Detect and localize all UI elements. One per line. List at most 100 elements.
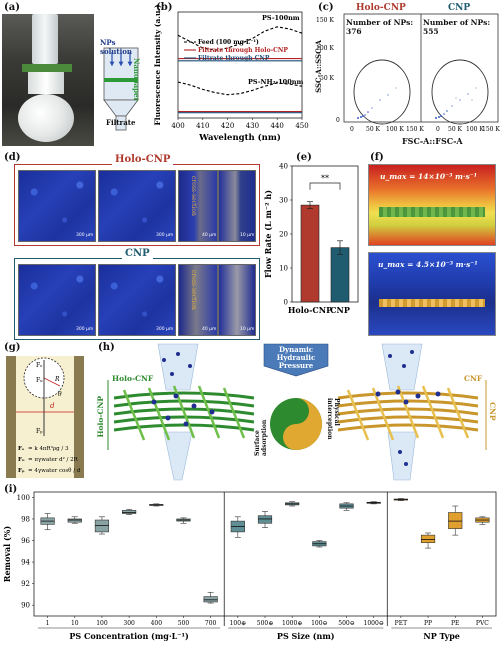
- panel-a: (a) NPs solution Nanopaper Filtrate: [0, 0, 150, 150]
- series-line-0: [177, 26, 303, 51]
- flow-sim-top-text: u_max = 14×10⁻³ m·s⁻¹: [380, 172, 478, 181]
- panel-label-e: (e): [296, 152, 312, 163]
- svg-text:100 K: 100 K: [466, 126, 484, 133]
- cnp-cross-section-2: [218, 264, 256, 336]
- holo-scale-40: 40 μm: [202, 233, 217, 238]
- box-PP: [420, 534, 436, 543]
- nanopaper-label: Nanopaper: [132, 58, 141, 102]
- svg-text:100 K: 100 K: [316, 45, 334, 52]
- group-label-1: PS Size (nm): [277, 631, 335, 641]
- holo-cross-section-label: cross-section: [190, 176, 197, 216]
- svg-text:150 K: 150 K: [406, 126, 424, 133]
- box-300: [122, 510, 137, 514]
- holo-cross-section-2: [218, 170, 256, 242]
- x-tick-label: 100⊕: [230, 620, 246, 627]
- y-tick-label: 20: [279, 231, 288, 239]
- panel-e: (e) 0 10 20 30 40 Flow Rate (L m⁻² h) Holo-CNP…: [262, 152, 362, 340]
- y-tick-label: 90: [21, 602, 30, 610]
- panel-g: (g) d R θ Fₑ Fᵤ Fₚ Fₑ = k 4πR³ρg / 3 Fᵤ …: [0, 340, 92, 482]
- holo-scale-10: 10 μm: [240, 233, 255, 238]
- panel-label-g: (g): [4, 342, 21, 353]
- filtration-schematic: [103, 47, 139, 131]
- holo-cnp-title: Holo-CNP: [112, 154, 174, 165]
- x-tick-label: 500⊖: [338, 620, 354, 627]
- x-tick-label: 1000⊖: [364, 620, 384, 627]
- x-tick-label: 500⊕: [257, 620, 273, 627]
- cnp-cross-section-label: cross-section: [190, 270, 197, 310]
- y-tick-label: 96: [21, 537, 30, 545]
- group-label-bottom: PS-NH₂-100nm: [248, 78, 303, 86]
- x-tick-label: 1000⊕: [282, 620, 302, 627]
- g-eq2-rhs: = πγwater d² / 2R: [28, 456, 79, 463]
- cnp-scale-10: 10 μm: [240, 327, 255, 332]
- g-R-label: R: [54, 376, 60, 383]
- mechanism-schematic: [107, 343, 487, 481]
- svg-text:0: 0: [350, 126, 354, 133]
- box-PE: [448, 512, 463, 529]
- panel-h: (h): [94, 340, 500, 482]
- pressure-label: Pressure: [278, 361, 314, 370]
- x-tick-label: 700: [205, 620, 217, 627]
- x-tick-label: 500: [178, 620, 190, 627]
- svg-text:50 K: 50 K: [320, 75, 335, 82]
- y-axis-label: Flow Rate (L m⁻² h): [263, 190, 273, 278]
- left-count-label: Number of NPs:: [346, 18, 414, 27]
- panel-d: (d) Holo-CNP cross-section 300 μm 300 μm…: [0, 152, 262, 340]
- box-500⊕: [257, 515, 273, 524]
- box-100: [94, 519, 110, 533]
- x-tick-label: PET: [395, 620, 407, 627]
- legend-entry-2: Filtrate through CNP: [198, 55, 270, 62]
- panel-label-b: (b): [156, 2, 173, 13]
- cytometry-xlabel: FSC-A::FSC-A: [402, 136, 463, 146]
- x-tick-label: 420: [221, 122, 234, 130]
- g-force-2: Fᵤ: [36, 377, 43, 384]
- significance-mark: **: [321, 174, 329, 183]
- cnp-micrograph-2: [98, 264, 176, 336]
- y-tick-label: 98: [21, 515, 30, 523]
- panel-c: (c) 150 K 100 K 50 K 0 0 50 K 100 K 150 …: [310, 0, 500, 150]
- y-axis-label: Fluorescence Intensity (a.u.): [153, 4, 162, 125]
- y-tick-label: 100: [17, 494, 30, 502]
- g-eq3-lhs: Fₚ: [18, 468, 25, 474]
- g-eq1-rhs: = k 4πR³ρg / 3: [28, 445, 69, 452]
- g-force-3: Fₚ: [36, 428, 43, 435]
- holo-cnf-label: Holo-CNF: [112, 374, 154, 383]
- cnp-scale-300-2: 300 μm: [156, 327, 174, 332]
- y-tick-label: 40: [279, 163, 288, 171]
- panel-label-f: (f): [370, 152, 384, 163]
- x-tick-label: 400: [171, 122, 184, 130]
- cnp-side-label: CNP: [488, 402, 497, 421]
- y-tick-label: 92: [21, 580, 30, 588]
- x-tick-label: 450: [295, 122, 308, 130]
- flow-sim-bottom: [368, 252, 496, 336]
- panel-label-h: (h): [98, 342, 115, 353]
- right-count-label: Number of NPs:: [423, 18, 491, 27]
- x-tick-label: PE: [451, 620, 459, 627]
- g-force-1: Fₑ: [36, 362, 43, 369]
- series-line-3: [177, 81, 303, 96]
- y-axis-label: Removal (%): [2, 526, 12, 583]
- holo-cross-section-1: [178, 170, 218, 242]
- removal-boxplot: 90 92 94 96 98 100 Removal (%) 1 10 100 300 400 500 7…: [2, 491, 497, 641]
- x-tick-label: 1: [46, 620, 50, 627]
- x-tick-label: PVC: [476, 620, 489, 627]
- panel-label-c: (c): [318, 2, 334, 13]
- x-axis-label: Wavelength (nm): [198, 132, 281, 143]
- flow-cytometry-chart: 150 K 100 K 50 K 0 0 50 K 100 K 150 K 0 …: [316, 13, 500, 133]
- y-tick-label: 10: [279, 265, 288, 273]
- holo-scale-300-1: 300 μm: [76, 233, 94, 238]
- holo-cnp-side-label: Holo-CNP: [96, 396, 105, 438]
- x-tick-label: 300: [123, 620, 135, 627]
- panel-b: (b) 400 410 420 430 440 450 Wavelength (nm) Flu…: [150, 0, 310, 150]
- category-label: CNP: [330, 305, 350, 315]
- cytometry-ylabel: SSC-A::SSC-A: [314, 40, 323, 93]
- g-theta-label: θ: [58, 391, 62, 398]
- category-label: Holo-CNP: [288, 305, 332, 315]
- g-eq2-lhs: Fᵤ: [18, 457, 25, 463]
- group-label-0: PS Concentration (mg·L⁻¹): [69, 631, 189, 641]
- cnp-cross-section-1: [178, 264, 218, 336]
- y-tick-label: 0: [284, 299, 288, 307]
- legend-entry-0: Feed (100 mg·L⁻¹): [198, 39, 259, 46]
- x-tick-label: 400: [151, 620, 163, 627]
- significance-bracket: [309, 182, 341, 190]
